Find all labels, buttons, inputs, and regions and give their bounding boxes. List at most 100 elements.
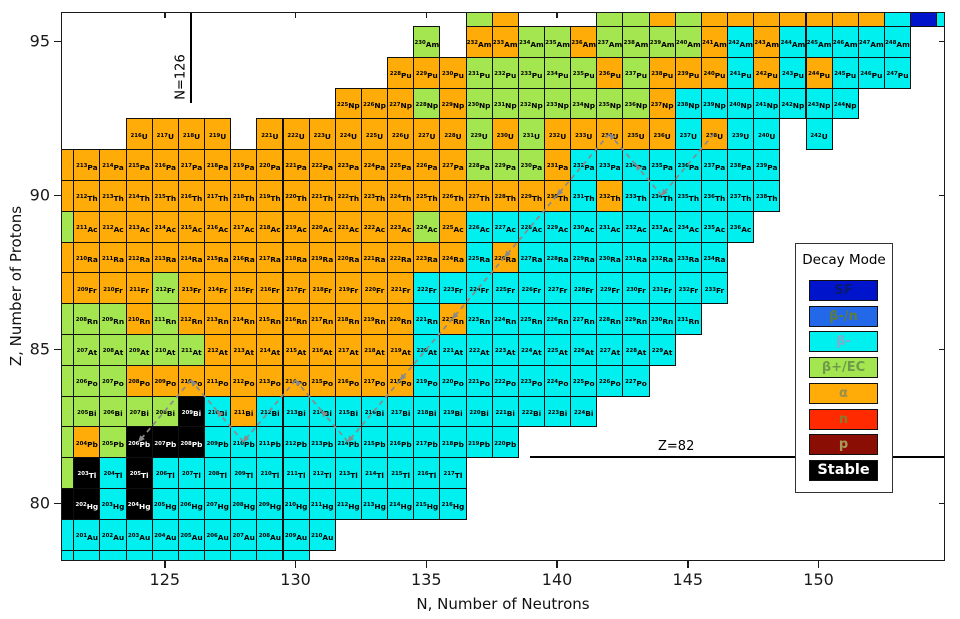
nuclide-cell: 230Am: [413, 26, 441, 58]
nuclide-label: 217Pb: [415, 440, 438, 450]
nuclide-cell: 223Fr: [439, 272, 467, 305]
nuclide-cell: [831, 12, 859, 27]
nuclide-label: 242U: [810, 132, 828, 142]
nuclide-cell: 233U: [570, 118, 598, 151]
nuclide-label: 227Np: [389, 101, 413, 111]
nuclide-label: 234Th: [651, 193, 673, 203]
nuclide-cell: 219Ra: [308, 241, 336, 274]
nuclide-label: 217Ra: [258, 255, 281, 265]
nuclide-cell: 207Bi: [125, 395, 153, 428]
nuclide-cell: 245Pu: [831, 56, 859, 89]
nuclide-label: 238Np: [676, 101, 700, 111]
nuclide-label: 224Rn: [494, 317, 517, 327]
nuclide-label: 221Bi: [495, 409, 515, 419]
nuclide-label: 210Po: [180, 378, 203, 388]
nuclide-label: 240Pu: [703, 70, 726, 80]
nuclide-label: 242Np: [781, 101, 805, 111]
nuclide-label: 224At: [521, 347, 542, 357]
nuclide-label: 217Rn: [311, 317, 334, 327]
nuclide-label: 207Pb: [154, 440, 177, 450]
nuclide-label: 216Pa: [154, 163, 177, 173]
nuclide-cell: 210Po: [177, 364, 206, 397]
nuclide-label: 205Pb: [102, 440, 124, 450]
nuclide-label: 213Ac: [128, 224, 150, 234]
nuclide-cell: 216Bi: [360, 395, 389, 428]
nuclide-label: 227Ac: [494, 224, 516, 234]
nuclide-label: 208Bi: [155, 409, 176, 419]
nuclide-label: 217Ac: [233, 224, 255, 234]
y-tick: [54, 502, 61, 505]
nuclide-cell: 236Ac: [727, 210, 755, 243]
nuclide-cell: 233Np: [544, 87, 572, 120]
nuclide-label: 213Po: [259, 378, 281, 388]
nuclide-cell: 217Po: [360, 364, 389, 397]
nuclide-cell: 224Ac: [413, 210, 441, 243]
nuclide-label: 224U: [339, 132, 357, 142]
nuclide-cell: 247Pu: [883, 56, 912, 89]
x-tick-top: [556, 12, 558, 18]
nuclide-cell: 239Pu: [674, 56, 702, 89]
nuclide-cell: 233Pa: [596, 149, 624, 181]
nuclide-cell: 223Rn: [465, 303, 493, 335]
nuclide-label: 224Fr: [469, 286, 489, 296]
nuclide-label: 221Th: [311, 193, 333, 203]
nuclide-label: 228Fr: [573, 286, 594, 296]
nuclide-label: 234U: [601, 132, 619, 142]
nuclide-label: 214Pa: [102, 163, 124, 173]
nuclide-cell: 217Ra: [256, 241, 284, 274]
nuclide-cell: 206Pb: [125, 426, 153, 459]
nuclide-cell: 237Np: [648, 87, 676, 120]
legend-entry-s: Stable: [809, 459, 878, 481]
nuclide-cell: 217Rn: [308, 303, 336, 335]
nuclide-label: 213Fr: [181, 286, 202, 296]
nuclide-label: 220Fr: [364, 286, 385, 296]
nuclide-label: 246Pu: [860, 70, 883, 80]
nuclide-cell: [753, 12, 781, 27]
nuclide-cell: 217Fr: [282, 272, 310, 305]
nuclide-label: 233Ra: [677, 255, 700, 265]
nuclide-label: 243Np: [807, 101, 831, 111]
nuclide-cell: 215Pa: [125, 149, 153, 181]
nuclide-label: 211At: [181, 347, 202, 357]
y-tick: [54, 348, 61, 351]
nuclide-cell: 216Fr: [256, 272, 284, 305]
nuclide-label: 216U: [130, 132, 148, 142]
nuclide-label: 220At: [416, 347, 438, 357]
nuclide-cell: 232Th: [596, 180, 624, 212]
nuclide-cell: [61, 549, 75, 561]
nuclide-cell: 212Ac: [99, 210, 127, 243]
nuclide-label: 217U: [156, 132, 174, 142]
nuclide-label: 238U: [705, 132, 724, 142]
nuclide-label: 231Np: [493, 101, 517, 111]
nuclide-label: 204Tl: [103, 471, 123, 481]
nuclide-cell: 219Ac: [282, 210, 310, 243]
nuclide-cell: 228U: [439, 118, 467, 151]
nuclide-label: 217At: [338, 347, 359, 357]
nuclide-label: 220Pb: [494, 440, 517, 450]
nuclide-label: 213At: [233, 347, 255, 357]
nuclide-cell: 226U: [387, 118, 415, 151]
nuclide-label: 215Ra: [206, 255, 229, 265]
nuclide-cell: 214Tl: [360, 457, 389, 489]
nuclide-label: 215Pa: [128, 163, 150, 173]
nuclide-label: 237Pa: [703, 163, 726, 173]
legend-entry-bn: β-/n: [809, 305, 878, 327]
nuclide-label: 234Pa: [625, 163, 647, 173]
nuclide-cell: 225At: [544, 334, 572, 366]
nuclide-label: 225Fr: [495, 286, 516, 296]
nuclide-cell: 226Ra: [491, 241, 519, 274]
nuclide-cell: 212Fr: [151, 272, 179, 305]
nuclide-cell: 215Th: [151, 180, 179, 212]
nuclide-label: 231Fr: [652, 286, 672, 296]
nuclide-label: 215Pb: [363, 440, 386, 450]
nuclide-label: 236U: [653, 132, 671, 142]
nuclide-cell: [61, 241, 75, 274]
nuclide-label: 214Th: [128, 193, 150, 203]
nuclide-cell: 236Np: [622, 87, 650, 120]
nuclide-cell: 221Rn: [413, 303, 441, 335]
nuclide-cell: 242Pu: [753, 56, 781, 89]
legend-entry-label: p: [838, 437, 849, 453]
legend-entry-a: α: [809, 382, 878, 404]
nuclide-cell: 223Ra: [413, 241, 441, 274]
